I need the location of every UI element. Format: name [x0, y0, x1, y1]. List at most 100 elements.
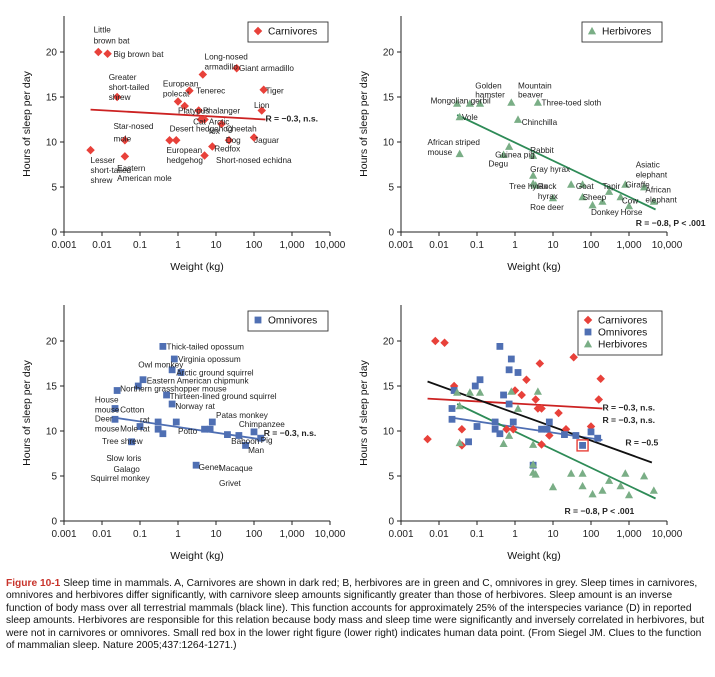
data-point [616, 192, 625, 201]
y-tick-label: 0 [51, 517, 57, 528]
data-point [475, 99, 485, 107]
point-label: Giant armadillo [239, 64, 295, 73]
data-point [533, 387, 542, 395]
data-point [538, 425, 545, 433]
correlation-label: R = −0.5 [625, 438, 658, 448]
point-label: Vole [462, 113, 478, 122]
data-point [640, 182, 649, 191]
panel-a: 0 5 10 15 20 0.001 0.01 0.1 1 10 100 1,000 10,000 Wei… [21, 16, 346, 273]
point-label: Roe deer [530, 203, 564, 212]
point-label: Thick-tailed opossum [167, 342, 245, 351]
y-tick-label: 0 [388, 517, 394, 528]
point-label: Deer [95, 414, 113, 423]
data-point [505, 366, 513, 374]
point-label: hamster [475, 90, 505, 99]
panel-c: 0 5 10 15 20 0.001 0.01 0.1 1 10 100 1,000 10,000 Wei… [21, 305, 346, 562]
data-point [509, 424, 518, 434]
point-label: rat [140, 415, 150, 424]
data-point [159, 343, 167, 350]
data-point [548, 482, 558, 491]
data-point [507, 355, 515, 363]
data-point [431, 336, 440, 346]
data-point [198, 70, 208, 79]
data-point [537, 440, 546, 449]
data-point [217, 119, 226, 129]
point-label: armadillo [205, 62, 239, 71]
caption-label: Figure 10-1 [6, 578, 61, 589]
data-point [500, 391, 507, 399]
data-point [465, 438, 472, 446]
data-point [136, 423, 144, 430]
legend-label: Carnivores [598, 316, 647, 327]
y-tick-label: 20 [46, 48, 58, 59]
data-point [545, 431, 554, 440]
data-point [578, 469, 587, 477]
x-tick-label: 0.001 [388, 529, 413, 540]
data-point [165, 135, 174, 145]
regression-line [456, 403, 656, 500]
point-label: African [645, 186, 671, 195]
x-tick-label: 100 [246, 240, 263, 251]
x-tick-label: 0.01 [92, 240, 112, 251]
data-point [180, 101, 189, 111]
y-tick-label: 5 [51, 183, 57, 194]
legend-label: Omnivores [598, 328, 647, 339]
point-label: Platypus [178, 107, 209, 116]
data-point [455, 401, 464, 410]
data-point [522, 375, 531, 384]
panel-b: 0 5 10 15 20 0.001 0.01 0.1 1 10 100 1,000 10,000 Wei… [358, 16, 706, 273]
point-label: Gray hyrax [530, 165, 570, 174]
legend-marker [253, 26, 263, 36]
data-point [496, 430, 504, 438]
data-point [529, 171, 538, 179]
y-axis-label: Hours of sleep per day [21, 70, 33, 176]
x-axis-label: Weight (kg) [507, 550, 561, 562]
y-tick-label: 5 [388, 472, 394, 483]
regression-line [90, 108, 266, 121]
x-tick-label: 1,000 [616, 529, 641, 540]
data-point [177, 369, 185, 376]
point-label: Degu [488, 160, 508, 169]
data-point [598, 197, 607, 205]
point-label: Squirrel monkey [91, 474, 151, 483]
point-label: Thirteen-lined ground squirrel [170, 392, 277, 401]
data-point [159, 430, 167, 438]
x-tick-label: 1 [175, 529, 181, 540]
point-label: Big brown bat [113, 50, 164, 59]
x-tick-label: 0.01 [429, 240, 449, 251]
point-label: mouse [95, 405, 120, 414]
x-tick-label: 1,000 [279, 529, 304, 540]
data-point [134, 382, 142, 390]
data-point [545, 418, 553, 426]
data-point [531, 181, 540, 189]
data-point [517, 390, 526, 400]
data-point [499, 439, 508, 447]
point-label: Baboon [231, 437, 260, 446]
data-point [514, 369, 522, 376]
correlation-label: R = −0.3, n.s. [264, 428, 317, 438]
point-label: mole [113, 134, 131, 143]
data-point [465, 388, 474, 396]
data-point [200, 115, 209, 124]
x-tick-label: 10,000 [652, 529, 683, 540]
point-label: mouse [428, 148, 453, 157]
x-tick-label: 0.001 [51, 529, 76, 540]
data-point [491, 418, 499, 426]
point-label: Donkey [591, 208, 620, 217]
y-tick-label: 0 [388, 228, 394, 239]
data-point [543, 425, 551, 433]
point-label: Goat [576, 182, 594, 191]
point-label: mouse [95, 424, 120, 433]
data-point [567, 180, 576, 188]
legend-box [247, 310, 329, 332]
x-tick-label: 10 [210, 529, 222, 540]
x-tick-label: 0.01 [92, 529, 112, 540]
data-point [491, 425, 499, 433]
point-label: Jaguar [254, 136, 279, 145]
x-tick-label: 10 [547, 240, 559, 251]
point-label: shrew [91, 176, 113, 185]
data-point [163, 391, 170, 399]
data-point [170, 355, 178, 363]
point-label: Rabbit [530, 146, 554, 155]
